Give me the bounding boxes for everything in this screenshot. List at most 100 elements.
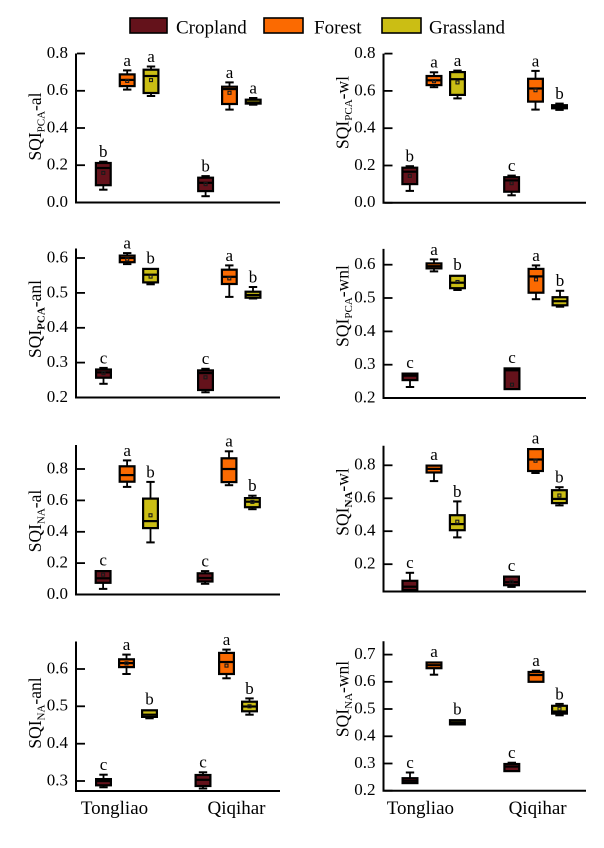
svg-text:0.7: 0.7 — [354, 644, 376, 663]
svg-text:a: a — [123, 51, 131, 70]
svg-text:0.6: 0.6 — [354, 671, 375, 690]
svg-text:b: b — [556, 271, 565, 290]
svg-text:Grassland: Grassland — [429, 18, 505, 39]
svg-text:a: a — [123, 234, 131, 253]
svg-text:b: b — [453, 255, 462, 274]
svg-text:0.2: 0.2 — [47, 553, 68, 572]
svg-text:a: a — [532, 246, 540, 265]
svg-text:0.2: 0.2 — [47, 387, 68, 406]
svg-text:0.0: 0.0 — [47, 192, 68, 211]
svg-text:SQINA-al: SQINA-al — [25, 490, 48, 553]
svg-text:b: b — [453, 482, 462, 501]
svg-text:a: a — [147, 47, 155, 66]
svg-text:c: c — [202, 349, 210, 368]
svg-text:0.5: 0.5 — [354, 698, 375, 717]
svg-text:a: a — [249, 78, 257, 97]
svg-text:c: c — [508, 156, 516, 175]
svg-text:c: c — [508, 348, 516, 367]
svg-text:SQINA-anl: SQINA-anl — [25, 677, 48, 748]
svg-text:b: b — [99, 142, 108, 161]
svg-text:0.0: 0.0 — [354, 192, 375, 211]
svg-text:0.6: 0.6 — [47, 658, 68, 677]
svg-text:0.3: 0.3 — [47, 770, 68, 789]
svg-text:0.8: 0.8 — [354, 43, 375, 62]
svg-text:0.5: 0.5 — [47, 282, 68, 301]
svg-text:a: a — [430, 53, 438, 72]
svg-text:c: c — [199, 753, 207, 772]
svg-text:b: b — [249, 267, 258, 286]
svg-text:0.6: 0.6 — [354, 80, 375, 99]
svg-text:0.0: 0.0 — [47, 584, 68, 603]
svg-text:a: a — [226, 63, 234, 82]
svg-text:a: a — [226, 246, 234, 265]
svg-text:0.3: 0.3 — [354, 354, 375, 373]
svg-text:0.4: 0.4 — [354, 726, 376, 745]
svg-text:0.6: 0.6 — [47, 80, 68, 99]
svg-text:0.5: 0.5 — [47, 696, 68, 715]
svg-text:b: b — [145, 690, 154, 709]
svg-text:b: b — [453, 700, 462, 719]
svg-text:Tongliao: Tongliao — [81, 798, 148, 819]
svg-text:0.2: 0.2 — [354, 387, 375, 406]
svg-text:a: a — [123, 635, 131, 654]
svg-text:0.6: 0.6 — [47, 490, 68, 509]
svg-text:SQINA-wnl: SQINA-wnl — [333, 661, 356, 737]
svg-text:0.3: 0.3 — [47, 352, 68, 371]
svg-text:a: a — [430, 240, 438, 259]
svg-text:SQIPCA-wnl: SQIPCA-wnl — [333, 265, 356, 347]
svg-text:a: a — [430, 642, 438, 661]
svg-text:b: b — [146, 248, 155, 267]
svg-text:0.8: 0.8 — [47, 458, 68, 477]
svg-text:b: b — [146, 462, 155, 481]
svg-text:a: a — [225, 432, 233, 451]
svg-text:0.4: 0.4 — [47, 733, 69, 752]
svg-text:b: b — [248, 476, 257, 495]
svg-text:c: c — [406, 553, 414, 572]
svg-text:Qiqihar: Qiqihar — [509, 798, 568, 819]
svg-text:b: b — [245, 679, 254, 698]
svg-text:0.8: 0.8 — [354, 455, 375, 474]
svg-text:a: a — [532, 51, 540, 70]
svg-text:c: c — [100, 348, 108, 367]
svg-text:0.4: 0.4 — [354, 521, 376, 540]
svg-text:b: b — [201, 157, 210, 176]
svg-text:Qiqihar: Qiqihar — [207, 798, 266, 819]
svg-text:0.5: 0.5 — [354, 287, 375, 306]
svg-text:c: c — [508, 743, 516, 762]
svg-text:0.8: 0.8 — [47, 43, 68, 62]
svg-text:0.6: 0.6 — [354, 254, 375, 273]
svg-text:Tongliao: Tongliao — [387, 798, 454, 819]
svg-text:a: a — [454, 51, 462, 70]
svg-text:0.4: 0.4 — [47, 521, 69, 540]
svg-text:0.4: 0.4 — [47, 317, 69, 336]
svg-text:a: a — [430, 445, 438, 464]
svg-text:0.2: 0.2 — [354, 780, 375, 799]
svg-text:0.6: 0.6 — [47, 247, 68, 266]
svg-text:c: c — [508, 556, 516, 575]
svg-text:0.4: 0.4 — [354, 118, 376, 137]
svg-text:c: c — [99, 551, 107, 570]
svg-text:Forest: Forest — [314, 18, 362, 39]
svg-text:0.2: 0.2 — [354, 155, 375, 174]
svg-text:SQIPCA-al: SQIPCA-al — [25, 92, 48, 160]
svg-text:0.6: 0.6 — [354, 488, 375, 507]
svg-text:b: b — [555, 684, 564, 703]
svg-text:0.4: 0.4 — [47, 117, 69, 136]
svg-text:c: c — [406, 353, 414, 372]
svg-text:0.3: 0.3 — [354, 753, 375, 772]
svg-text:c: c — [406, 753, 414, 772]
svg-text:a: a — [532, 651, 540, 670]
svg-text:SQIPCA-anl: SQIPCA-anl — [25, 280, 48, 358]
svg-text:Cropland: Cropland — [176, 18, 247, 39]
svg-text:0.2: 0.2 — [47, 155, 68, 174]
svg-text:0.4: 0.4 — [354, 321, 376, 340]
svg-text:c: c — [201, 552, 209, 571]
svg-text:a: a — [532, 429, 540, 448]
svg-text:c: c — [100, 755, 108, 774]
svg-text:SQINA-wl: SQINA-wl — [333, 468, 356, 536]
svg-text:SQIPCA-wl: SQIPCA-wl — [333, 76, 356, 149]
svg-text:a: a — [223, 630, 231, 649]
svg-text:0.2: 0.2 — [354, 554, 375, 573]
svg-text:b: b — [555, 468, 564, 487]
svg-text:a: a — [123, 441, 131, 460]
